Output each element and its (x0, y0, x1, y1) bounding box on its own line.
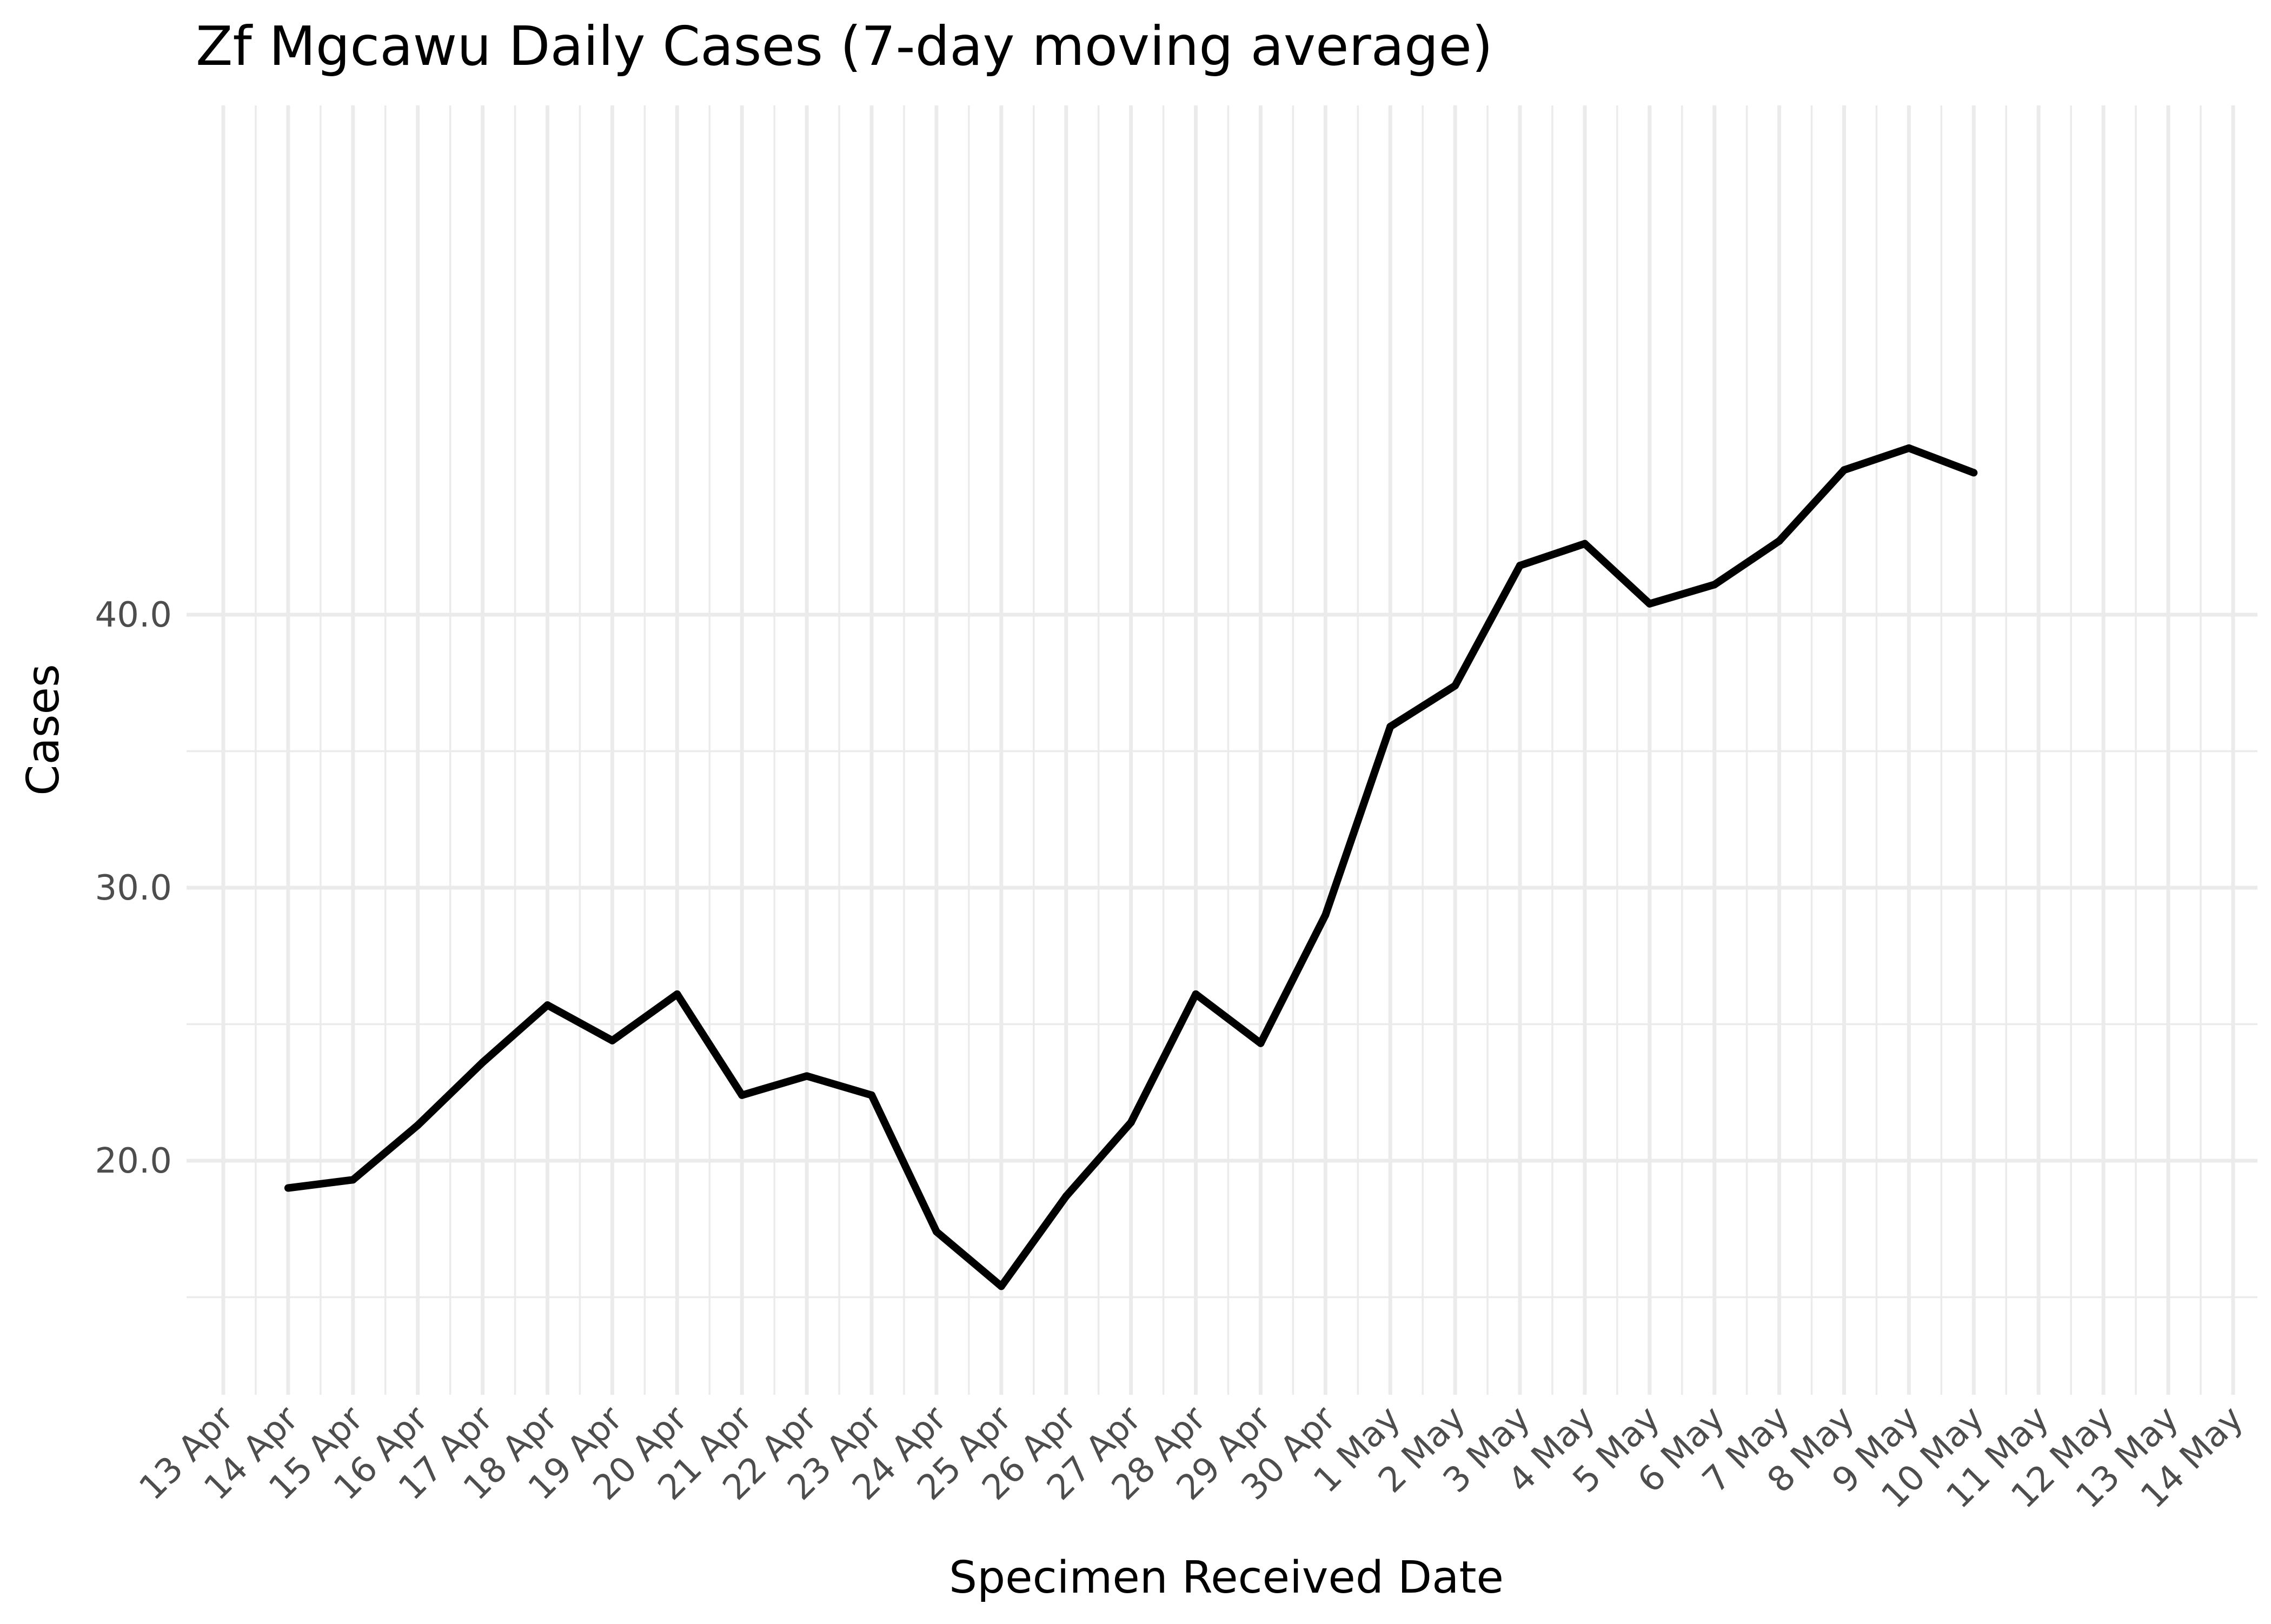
data-point (1905, 444, 1913, 452)
y-tick-label: 20.0 (95, 1141, 172, 1181)
x-axis-title: Specimen Received Date (949, 1552, 1504, 1603)
data-point (1840, 466, 1848, 474)
data-point (1127, 1119, 1135, 1127)
data-point (1322, 911, 1330, 919)
data-point (1516, 562, 1524, 570)
y-axis-ticks: 20.0 30.0 40.0 (95, 595, 172, 1181)
data-point (1386, 723, 1395, 731)
y-tick-label: 30.0 (95, 868, 172, 908)
y-tick-label: 40.0 (95, 595, 172, 635)
data-point (479, 1059, 487, 1067)
data-point (868, 1091, 875, 1099)
chart-title: Zf Mgcawu Daily Cases (7-day moving aver… (196, 15, 1493, 78)
data-point (1257, 1039, 1265, 1047)
data-point (803, 1072, 811, 1080)
data-point (1581, 540, 1589, 548)
data-point (1775, 537, 1783, 545)
data-point (1192, 990, 1200, 998)
data-point (1970, 469, 1978, 477)
series-layer (284, 444, 1978, 1290)
major-x-gridlines (221, 105, 2235, 1395)
data-point (1451, 682, 1459, 690)
data-point (738, 1091, 746, 1099)
y-axis-title: Cases (18, 664, 69, 795)
data-point (673, 990, 681, 998)
data-point (1710, 581, 1718, 589)
minor-x-gridlines (255, 105, 2202, 1395)
data-point (1645, 600, 1654, 608)
data-point (414, 1121, 422, 1129)
data-point (349, 1176, 357, 1184)
data-point (997, 1282, 1005, 1290)
minor-y-gridlines (187, 750, 2257, 1299)
major-y-gridlines (187, 613, 2257, 1163)
data-point (932, 1228, 940, 1236)
data-point (608, 1036, 616, 1044)
data-point (1062, 1192, 1070, 1200)
data-point (543, 1001, 552, 1009)
data-point (284, 1184, 292, 1192)
